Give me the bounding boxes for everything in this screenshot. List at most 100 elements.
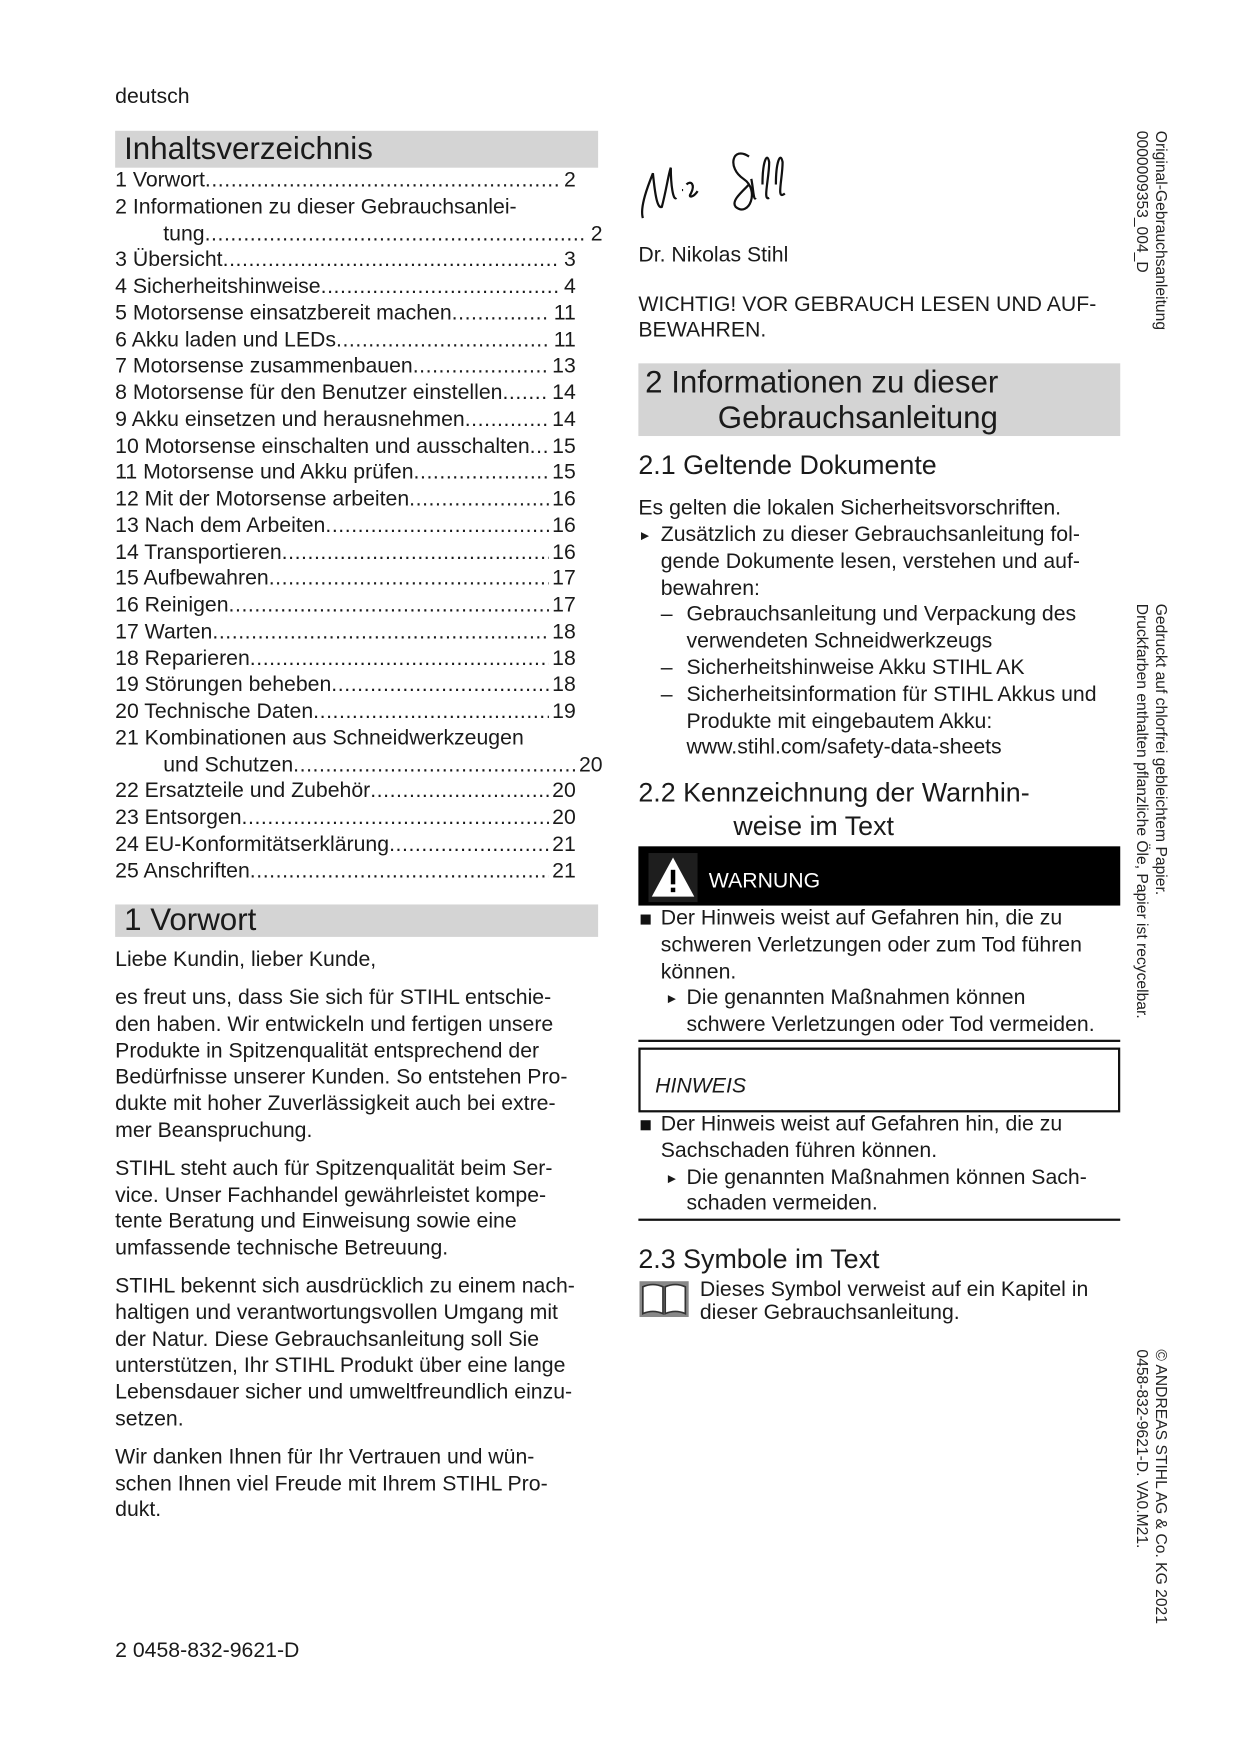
paragraph: STIHL bekennt sich ausdrücklich zu einem… <box>115 1273 607 1433</box>
toc-leader <box>465 407 549 434</box>
text-line: Der Hinweis weist auf Gefahren hin, die … <box>660 1112 1063 1136</box>
toc-entry[interactable]: 9 Akku einsetzen und herausnehmen 14 <box>115 407 576 434</box>
text-line: der Natur. Diese Gebrauchsanleitung soll… <box>115 1327 540 1352</box>
toc-entry[interactable]: 17 Warten 18 <box>115 619 576 646</box>
book-symbol-description: Dieses Symbol verweist auf ein Kapitel i… <box>700 1278 1088 1325</box>
toc-entry-text: 13 Nach dem Arbeiten <box>115 514 326 538</box>
toc-entry-text: 18 Reparieren <box>115 646 250 671</box>
toc-entry[interactable]: 10 Motorsense einschalten und ausschalte… <box>115 433 576 460</box>
warning-content: Der Hinweis weist auf Gefahren hin, die … <box>638 906 1120 1039</box>
toc-leader <box>413 354 549 381</box>
toc-leader <box>293 752 575 779</box>
toc-entry[interactable]: 12 Mit der Motorsense arbeiten 16 <box>115 486 576 513</box>
toc-entry[interactable]: 6 Akku laden und LEDs 11 <box>115 327 576 354</box>
section-2-2-title: 2.2 Kennzeichnung der Warnhin- weise im … <box>638 777 1029 844</box>
margin-line: © ANDREAS STIHL AG & Co. KG 2021 <box>1152 1349 1171 1624</box>
text-line: Lebensdauer sicher und umweltfreundlich … <box>115 1380 573 1405</box>
section2-title-line: 2 Informationen zu dieser <box>645 364 999 400</box>
toc-entry[interactable]: 18 Reparieren 18 <box>115 646 576 673</box>
greeting: Liebe Kundin, lieber Kunde, <box>115 948 377 972</box>
toc-entry[interactable]: und Schutzen 20 <box>115 752 602 779</box>
toc-entry[interactable]: 3 Übersicht 3 <box>115 247 576 274</box>
text-line: dukt. <box>115 1498 162 1522</box>
toc-page-number: 20 <box>552 779 576 804</box>
list-item: – Sicherheitshinweise Akku STIHL AK <box>638 655 1130 682</box>
toc-entry-text: 12 Mit der Motorsense arbeiten <box>115 487 410 511</box>
toc-entry[interactable]: 7 Motorsense zusammenbauen 13 <box>115 354 576 381</box>
margin-paper-info: Gedruckt auf chlorfrei gebleichtem Papie… <box>1133 604 1171 1019</box>
text-line: Die genannten Maßnahmen können Sach- <box>686 1165 1087 1190</box>
toc-page-number: 21 <box>552 859 576 883</box>
margin-copyright: © ANDREAS STIHL AG & Co. KG 2021 0458-83… <box>1133 1349 1171 1624</box>
toc-entry[interactable]: 22 Ersatzteile und Zubehör 20 <box>115 778 576 805</box>
toc-entry[interactable]: 4 Sicherheitshinweise 4 <box>115 274 576 301</box>
toc-entry[interactable]: 11 Motorsense und Akku prüfen 15 <box>115 460 576 487</box>
text-line: Der Hinweis weist auf Gefahren hin, die … <box>660 906 1063 931</box>
text-line: www.stihl.com/safety-data-sheets <box>686 736 1002 760</box>
toc-entry[interactable]: 13 Nach dem Arbeiten 16 <box>115 513 576 540</box>
dash-bullet-icon: – <box>660 682 673 707</box>
toc-heading-box: Inhaltsverzeichnis <box>115 130 599 168</box>
square-bullet-icon <box>640 1120 651 1131</box>
toc-page-number: 13 <box>552 354 576 379</box>
margin-line: Original-Gebrauchsanleitung <box>1152 130 1171 331</box>
margin-line: Druckfarben enthalten pflanzliche Öle, P… <box>1133 603 1152 1019</box>
text-line: STIHL bekennt sich ausdrücklich zu einem… <box>115 1274 575 1298</box>
paragraph: Wir danken Ihnen für Ihr Vertrauen und w… <box>115 1444 607 1524</box>
text-line: Dieses Symbol verweist auf ein Kapitel i… <box>699 1277 1089 1302</box>
arrow-bullet-icon: ► <box>665 990 679 1007</box>
signature-image <box>641 152 786 219</box>
toc-entry[interactable]: 19 Störungen beheben 18 <box>115 672 576 699</box>
text-line: mer Beanspruchung. <box>115 1119 313 1143</box>
vorwort-title: 1 Vorwort <box>124 902 257 937</box>
toc-entry[interactable]: 24 EU-Konformitätserklärung 21 <box>115 832 576 859</box>
text-line: schwere Verletzungen oder Tod vermeiden. <box>686 1013 1095 1037</box>
toc-entry[interactable]: 1 Vorwort 2 <box>115 168 576 195</box>
important-notice: WICHTIG! VOR GEBRAUCH LESEN UND AUF- BEW… <box>638 292 1096 343</box>
margin-line: 0458-832-9621-D. VA0.M21. <box>1133 1349 1152 1549</box>
toc-entry[interactable]: 20 Technische Daten 19 <box>115 699 576 726</box>
text-line: Sachschaden führen können. <box>660 1139 938 1163</box>
section2-title-line: Gebrauchsanleitung <box>717 400 998 435</box>
signatory-name: Dr. Nikolas Stihl <box>638 243 789 268</box>
toc-entry[interactable]: 15 Aufbewahren 17 <box>115 566 576 593</box>
toc-entry-text: 8 Motorsense für den Benutzer einstellen <box>115 381 503 405</box>
toc-entry-text: 16 Reinigen <box>115 593 229 618</box>
text-line: können. <box>660 959 737 984</box>
section-2-1-intro: Es gelten die lokalen Sicherheitsvorschr… <box>638 496 1062 520</box>
toc-entry[interactable]: 23 Entsorgen 20 <box>115 805 576 832</box>
warning-triangle-icon <box>648 853 698 903</box>
toc-entry-text: 10 Motorsense einschalten und ausschalte… <box>115 434 530 458</box>
toc-entry-text: 4 Sicherheitshinweise <box>115 275 321 299</box>
toc-leader <box>336 327 550 354</box>
text-line: Zusätzlich zu dieser Gebrauchsanleitung … <box>660 523 1080 547</box>
hazard-action: ► Die genannten Maßnahmen können Sach-sch… <box>638 1165 1120 1218</box>
section-2-1-title: 2.1 Geltende Dokumente <box>638 450 937 481</box>
section-2-3-title: 2.3 Symbole im Text <box>638 1244 880 1275</box>
toc-entry-text: 3 Übersicht <box>115 248 223 272</box>
toc-leader <box>205 168 561 195</box>
text-line: Produkte mit eingebautem Akku: <box>686 709 993 733</box>
toc-entry[interactable]: tung 2 <box>115 221 602 248</box>
instruction-step: ► Zusätzlich zu dieser Gebrauchsanleitung… <box>638 522 1130 602</box>
toc-entry[interactable]: 8 Motorsense für den Benutzer einstellen… <box>115 380 576 407</box>
text-line: Sicherheitsinformation für STIHL Akkus u… <box>686 682 1097 707</box>
text-line: tente Beratung und Einweisung sowie eine <box>115 1210 517 1234</box>
text-line: schen Ihnen viel Freude mit Ihrem STIHL … <box>115 1471 548 1496</box>
toc-entry-text-line[interactable]: 2 Informationen zu dieser Gebrauchsanlei… <box>115 195 517 219</box>
toc-leader <box>502 380 548 407</box>
toc-entry[interactable]: 5 Motorsense einsatzbereit machen 11 <box>115 300 576 327</box>
toc-entry-text: 6 Akku laden und LEDs <box>115 328 336 352</box>
toc-entry-text-line[interactable]: 21 Kombinationen aus Schneidwerkzeugen <box>115 726 524 750</box>
text-line: dukte mit hoher Zuverlässigkeit auch bei… <box>115 1092 556 1116</box>
toc-leader <box>370 778 549 805</box>
toc-entry[interactable]: 16 Reinigen 17 <box>115 593 576 620</box>
toc-entry-text: 19 Störungen beheben <box>115 673 332 697</box>
section-2-2-title-line: 2.2 Kennzeichnung der Warnhin- <box>638 778 1030 809</box>
vorwort-heading-box: 1 Vorwort <box>115 902 599 937</box>
text-line: vice. Unser Fachhandel gewährleistet kom… <box>115 1183 547 1207</box>
toc-entry[interactable]: 14 Transportieren 16 <box>115 539 576 566</box>
important-line: WICHTIG! VOR GEBRAUCH LESEN UND AUF- <box>638 292 1097 317</box>
toc-entry[interactable]: 25 Anschriften 21 <box>115 858 576 885</box>
hazard-description: Der Hinweis weist auf Gefahren hin, die … <box>638 1111 1120 1164</box>
